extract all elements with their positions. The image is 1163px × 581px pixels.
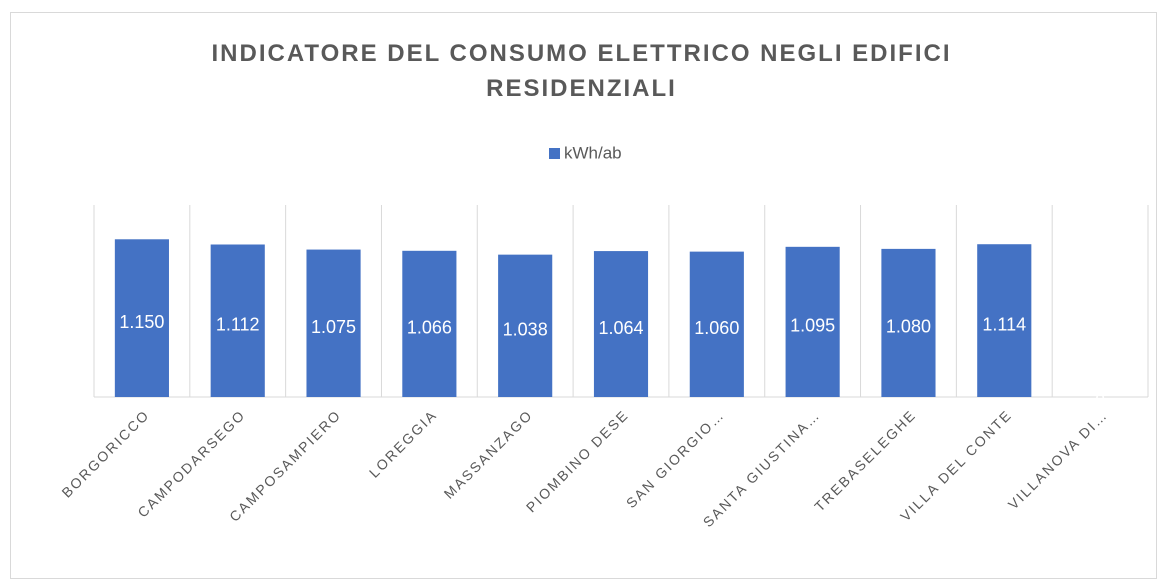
bar [977,244,1032,397]
data-label: 0 [1095,391,1105,411]
bar [402,250,457,397]
bar [593,251,649,397]
data-label: 1.060 [694,318,739,338]
legend-label: kWh/ab [564,143,622,162]
legend-swatch [549,148,560,159]
bar [210,244,265,397]
bar [785,246,840,397]
data-label: 1.038 [503,320,548,340]
data-label: 1.112 [216,314,260,334]
data-label: 1.150 [119,312,164,332]
data-label: 1.095 [790,316,835,336]
data-label: 1.064 [598,318,643,338]
bar [114,239,169,397]
data-label: 1.075 [311,317,356,337]
chart-title: INDICATORE DEL CONSUMO ELETTRICO NEGLI E… [211,40,952,102]
data-label: 1.114 [982,314,1026,334]
data-label: 1.080 [886,317,931,337]
bar [306,249,361,397]
chart-border [10,12,1157,579]
bar [689,251,744,397]
bar [881,248,936,397]
data-label: 1.066 [407,318,452,338]
bar [498,254,553,397]
